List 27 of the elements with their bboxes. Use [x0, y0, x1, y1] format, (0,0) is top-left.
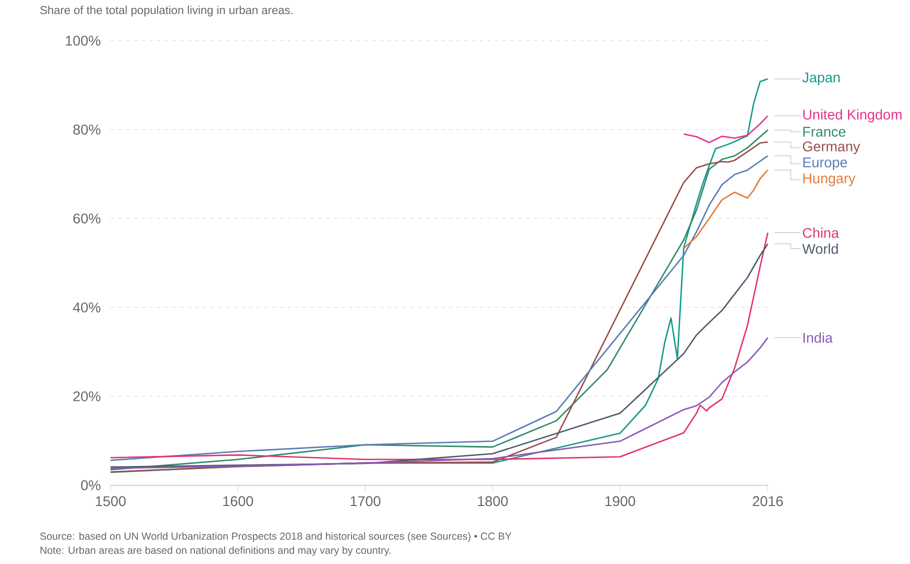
text: United Kingdom — [803, 109, 902, 122]
x-tick-label: 1700 — [350, 496, 380, 506]
source-note: Source: based on UN World Urbanization Prospects 2018 and historical sources (see Sources) • CC BY — [40, 532, 512, 542]
text: Europe — [803, 158, 847, 170]
y-tick-label: 0% — [81, 480, 100, 490]
y-tick-label: 60% — [73, 214, 100, 224]
text: Germany — [802, 141, 860, 154]
text: World — [802, 244, 838, 254]
line-series — [110, 336, 768, 470]
y-tick-label: 80% — [73, 124, 100, 135]
x-tick-label: 1900 — [605, 496, 636, 506]
text: India — [803, 332, 833, 343]
text: France — [803, 126, 846, 137]
y-tick-label: 40% — [73, 302, 100, 312]
text: Japan — [802, 72, 840, 86]
y-tick-label: 20% — [73, 391, 100, 402]
text: China — [802, 228, 839, 238]
line-series — [683, 115, 768, 144]
text: Hungary — [803, 174, 856, 186]
text: Note: Urban areas are based on national definitions and may vary by country. — [40, 546, 390, 556]
x-tick-label: 1800 — [478, 496, 508, 506]
x-tick-label: 1600 — [223, 496, 254, 506]
line-series — [683, 169, 768, 249]
chart-subtitle: Share of the total population living in urban areas. — [40, 6, 292, 16]
y-tick-label: 100% — [66, 36, 100, 46]
x-tick-label: 2016 — [752, 496, 783, 506]
x-tick-label: 1500 — [96, 496, 126, 506]
